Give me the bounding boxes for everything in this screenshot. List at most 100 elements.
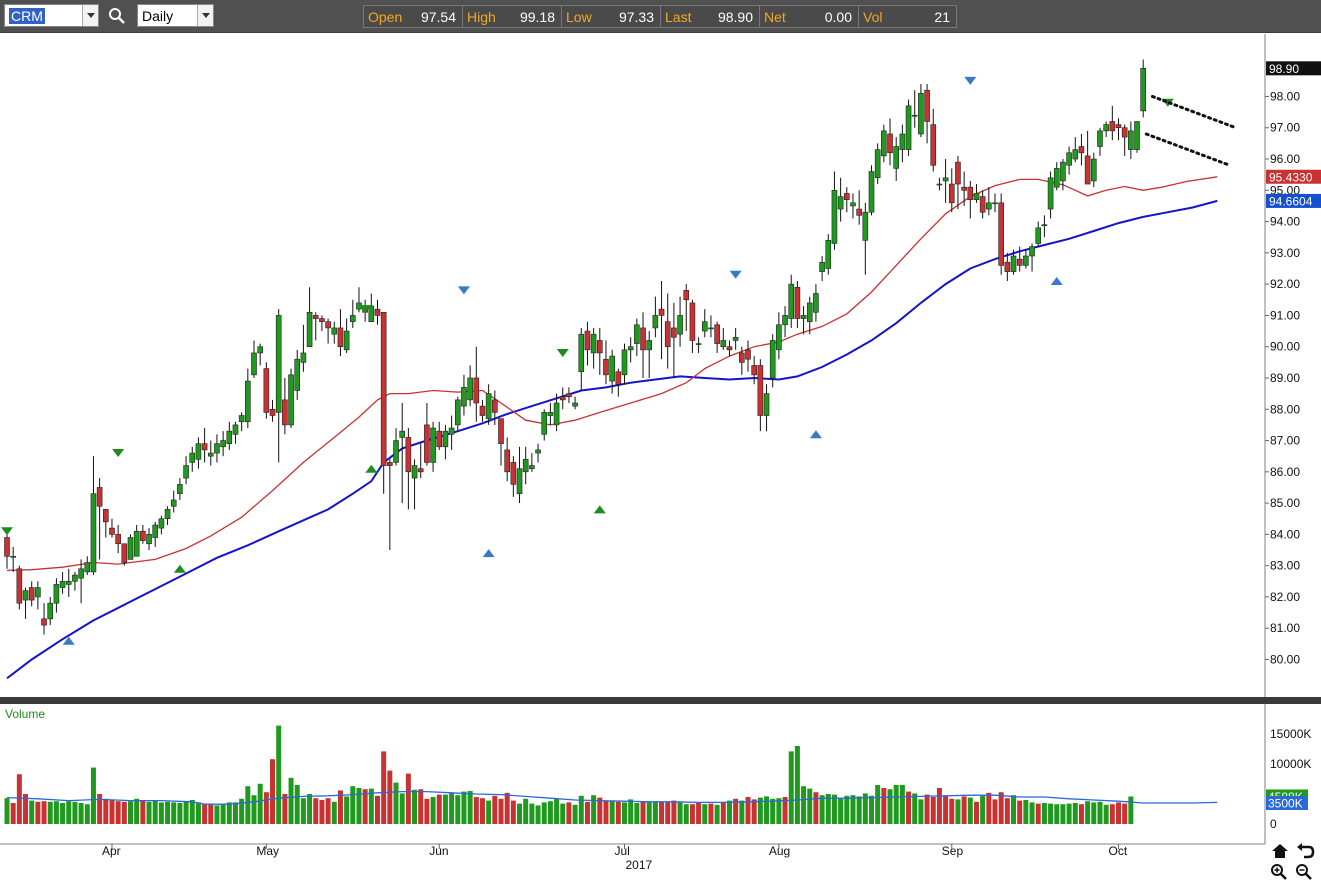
volume-bar-up[interactable] bbox=[399, 793, 405, 824]
volume-bar-up[interactable] bbox=[84, 804, 90, 824]
candlestick[interactable] bbox=[806, 296, 813, 335]
candlestick[interactable] bbox=[226, 421, 233, 450]
trend-line[interactable] bbox=[1144, 132, 1232, 167]
volume-bar-down[interactable] bbox=[381, 751, 387, 824]
volume-bar-up[interactable] bbox=[393, 782, 399, 824]
volume-bar-down[interactable] bbox=[387, 770, 393, 824]
volume-bar-up[interactable] bbox=[788, 751, 794, 824]
candlestick[interactable] bbox=[485, 384, 492, 425]
volume-bar-up[interactable] bbox=[134, 798, 140, 824]
volume-bar-down[interactable] bbox=[282, 794, 288, 824]
volume-bar-down[interactable] bbox=[325, 798, 331, 824]
candlestick[interactable] bbox=[22, 587, 29, 619]
volume-bar-up[interactable] bbox=[1041, 803, 1047, 824]
candlestick[interactable] bbox=[1047, 171, 1054, 219]
volume-bar-down[interactable] bbox=[97, 794, 103, 824]
volume-bar-up[interactable] bbox=[66, 801, 72, 824]
candlestick[interactable] bbox=[782, 306, 788, 338]
candlestick[interactable] bbox=[121, 543, 128, 566]
candlestick[interactable] bbox=[837, 177, 844, 222]
candlestick[interactable] bbox=[331, 321, 338, 344]
candlestick[interactable] bbox=[152, 521, 158, 547]
candlestick[interactable] bbox=[263, 362, 270, 419]
volume-bar-up[interactable] bbox=[177, 803, 183, 824]
candlestick[interactable] bbox=[257, 343, 263, 366]
volume-bar-up[interactable] bbox=[869, 795, 874, 824]
symbol-dropdown-arrow-icon[interactable] bbox=[82, 5, 98, 26]
symbol-value[interactable]: CRM bbox=[9, 8, 45, 24]
swing-high-marker[interactable] bbox=[1, 527, 13, 536]
candlestick[interactable] bbox=[207, 440, 214, 466]
candlestick[interactable] bbox=[831, 171, 838, 250]
volume-bar-up[interactable] bbox=[819, 795, 825, 824]
candlestick[interactable] bbox=[411, 459, 418, 510]
volume-bar-up[interactable] bbox=[294, 785, 300, 824]
candlestick[interactable] bbox=[850, 193, 856, 219]
volume-bar-up[interactable] bbox=[547, 801, 553, 824]
candlestick[interactable] bbox=[516, 446, 523, 504]
candlestick[interactable] bbox=[813, 284, 819, 322]
candlestick[interactable] bbox=[467, 365, 473, 407]
volume-bar-up[interactable] bbox=[875, 785, 881, 824]
candlestick[interactable] bbox=[96, 478, 103, 560]
candlestick[interactable] bbox=[955, 155, 961, 210]
candlestick[interactable] bbox=[936, 177, 943, 191]
volume-bar-up[interactable] bbox=[78, 803, 84, 824]
volume-bar-down[interactable] bbox=[337, 790, 343, 824]
volume-bar-up[interactable] bbox=[739, 800, 745, 824]
volume-bar-down[interactable] bbox=[659, 802, 665, 824]
candlestick[interactable] bbox=[609, 349, 615, 394]
volume-bar-up[interactable] bbox=[591, 795, 597, 824]
volume-bar-down[interactable] bbox=[208, 803, 214, 824]
candlestick[interactable] bbox=[881, 124, 887, 163]
volume-bar-down[interactable] bbox=[998, 792, 1004, 824]
volume-bar-down[interactable] bbox=[109, 800, 115, 824]
volume-bar-up[interactable] bbox=[683, 804, 689, 824]
candlestick[interactable] bbox=[794, 281, 801, 328]
volume-bar-up[interactable] bbox=[288, 777, 294, 824]
volume-bar-up[interactable] bbox=[646, 801, 652, 824]
candlestick[interactable] bbox=[664, 293, 671, 369]
candlestick[interactable] bbox=[992, 193, 998, 213]
swing-high-marker[interactable] bbox=[112, 449, 125, 458]
candlestick[interactable] bbox=[893, 137, 900, 181]
candlestick[interactable] bbox=[1035, 221, 1042, 247]
swing-high-marker[interactable] bbox=[964, 76, 977, 85]
volume-bar-down[interactable] bbox=[782, 797, 788, 824]
candlestick[interactable] bbox=[986, 187, 992, 216]
volume-bar-up[interactable] bbox=[529, 803, 535, 824]
candlestick[interactable] bbox=[417, 443, 424, 479]
volume-bar-up[interactable] bbox=[331, 801, 337, 824]
volume-bar-up[interactable] bbox=[967, 797, 973, 824]
candlestick[interactable] bbox=[967, 180, 974, 219]
volume-bar-up[interactable] bbox=[887, 789, 893, 824]
volume-bar-up[interactable] bbox=[1054, 804, 1060, 824]
candlestick[interactable] bbox=[492, 390, 498, 425]
candlestick[interactable] bbox=[671, 302, 677, 378]
volume-bar-up[interactable] bbox=[128, 801, 133, 824]
candlestick[interactable] bbox=[578, 327, 585, 391]
volume-bar-down[interactable] bbox=[949, 798, 955, 824]
volume-bar-up[interactable] bbox=[1066, 803, 1072, 824]
volume-bar-up[interactable] bbox=[794, 746, 800, 824]
candlestick[interactable] bbox=[683, 284, 690, 332]
volume-bar-up[interactable] bbox=[677, 801, 683, 824]
candlestick[interactable] bbox=[28, 581, 35, 607]
candlestick[interactable] bbox=[677, 296, 683, 347]
volume-bar-down[interactable] bbox=[121, 801, 127, 824]
volume-bar-up[interactable] bbox=[442, 794, 448, 824]
volume-bar-up[interactable] bbox=[523, 798, 529, 824]
candlestick[interactable] bbox=[133, 524, 140, 557]
candlestick[interactable] bbox=[596, 327, 603, 375]
candlestick[interactable] bbox=[584, 321, 591, 366]
candlestick[interactable] bbox=[220, 431, 226, 457]
volume-bar-up[interactable] bbox=[152, 800, 158, 824]
volume-bar-down[interactable] bbox=[313, 798, 319, 824]
volume-bar-up[interactable] bbox=[189, 800, 195, 824]
volume-bar-up[interactable] bbox=[560, 803, 566, 824]
candlestick[interactable] bbox=[146, 528, 152, 551]
swing-high-marker[interactable] bbox=[556, 348, 569, 357]
volume-bar-down[interactable] bbox=[745, 797, 751, 824]
candlestick[interactable] bbox=[498, 418, 504, 466]
volume-bar-up[interactable] bbox=[146, 801, 152, 824]
